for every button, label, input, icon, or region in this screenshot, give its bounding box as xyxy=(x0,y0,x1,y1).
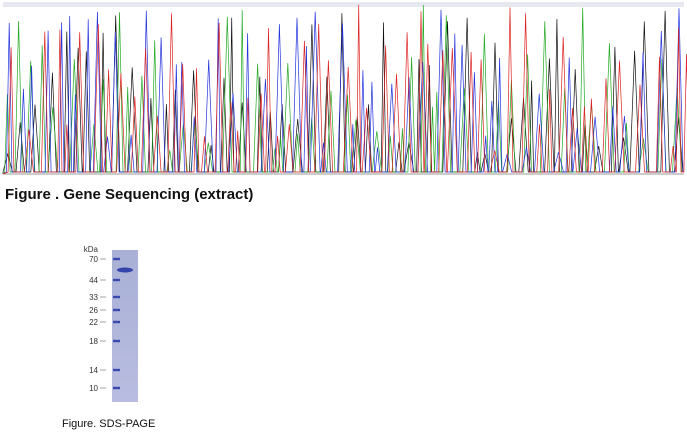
ladder-band xyxy=(113,320,120,324)
ladder-band xyxy=(113,339,120,343)
trace xyxy=(2,4,687,175)
ladder-label: 22 xyxy=(89,318,98,327)
ladder-band xyxy=(113,295,120,299)
ladder-label: 14 xyxy=(89,366,98,375)
ladder-label: 33 xyxy=(89,293,98,302)
ladder-label: 44 xyxy=(89,276,98,285)
gel-lane xyxy=(112,250,138,402)
ladder-band xyxy=(113,257,120,261)
ladder-label: 18 xyxy=(89,337,98,346)
figure-caption: Figure. SDS-PAGE xyxy=(62,418,156,430)
protein-band xyxy=(117,267,133,273)
ladder-band xyxy=(113,368,120,372)
ladder-label: 70 xyxy=(89,255,98,264)
ladder-label: 10 xyxy=(89,384,98,393)
figure-caption: Figure . Gene Sequencing (extract) xyxy=(5,186,254,203)
sequence-strip xyxy=(3,2,684,7)
ladder-band xyxy=(113,278,120,282)
gel-unit: kDa xyxy=(84,245,99,254)
chromatogram xyxy=(2,2,687,175)
ladder-band xyxy=(113,386,120,390)
gel-figure: kDa 70 44 33 26 22 18 14 10 xyxy=(84,245,138,402)
ladder-band xyxy=(113,308,120,312)
ladder-label: 26 xyxy=(89,306,98,315)
